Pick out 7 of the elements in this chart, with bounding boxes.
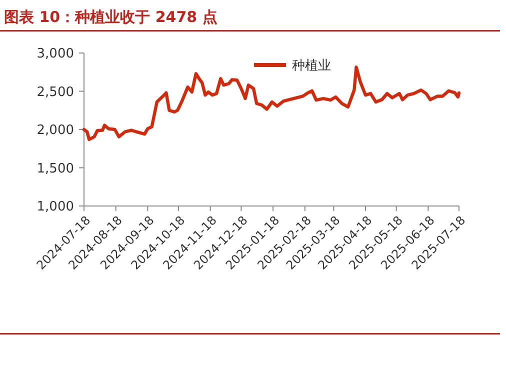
chart-title: 图表 10：种植业收于 2478 点 bbox=[4, 8, 218, 26]
legend-label: 种植业 bbox=[292, 58, 331, 74]
y-tick-label: 1,000 bbox=[36, 200, 74, 215]
y-tick-label: 1,500 bbox=[36, 161, 74, 176]
y-tick-label: 2,500 bbox=[36, 84, 74, 100]
y-tick-label: 2,000 bbox=[36, 123, 74, 138]
y-tick-label: 3,000 bbox=[36, 46, 74, 62]
